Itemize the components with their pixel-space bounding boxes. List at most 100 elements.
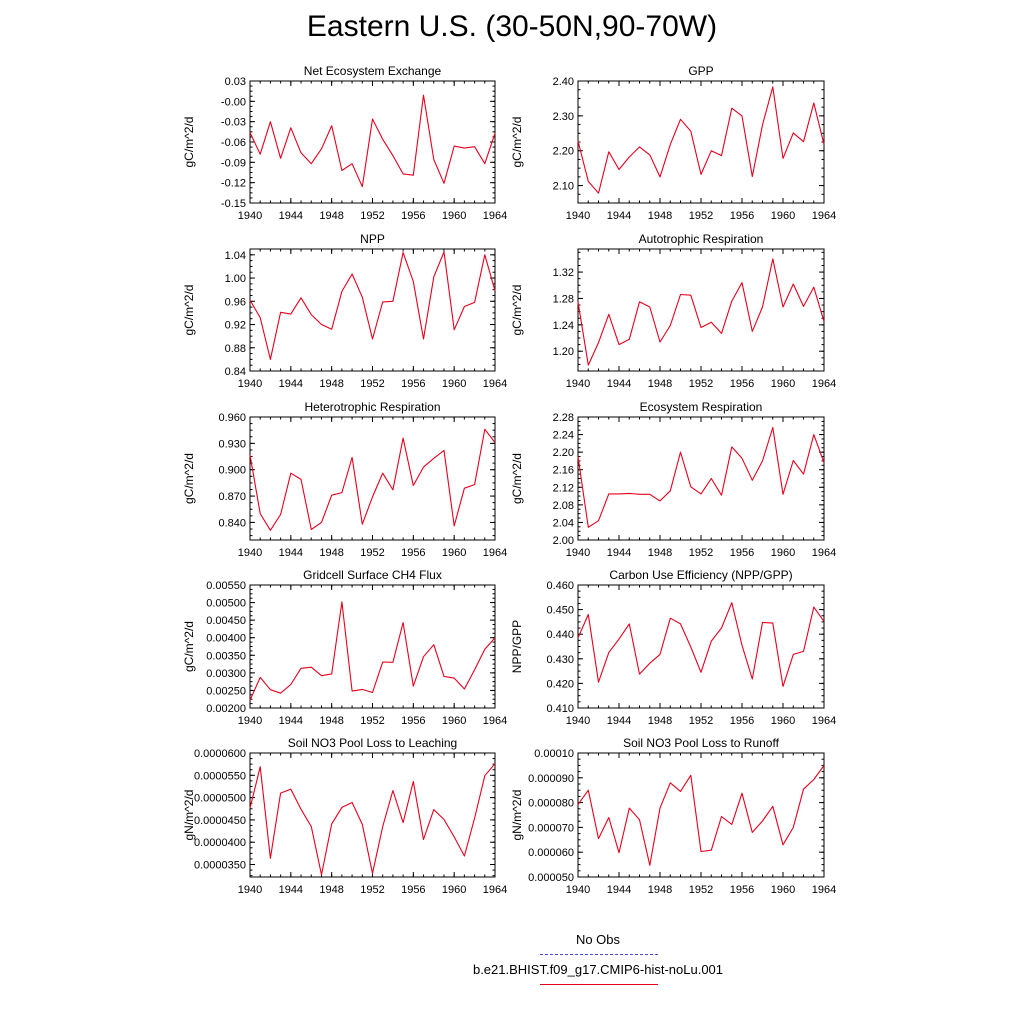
y-tick-label: 0.0000550: [194, 770, 246, 782]
x-tick-label: 1944: [607, 547, 631, 559]
x-tick-label: 1952: [360, 884, 384, 896]
y-tick-label: 0.0000500: [194, 793, 246, 805]
y-axis-label: NPP/GPP: [510, 620, 524, 673]
x-tick-label: 1944: [607, 715, 631, 727]
chart-title: Soil NO3 Pool Loss to Leaching: [288, 736, 457, 750]
y-tick-label: 0.000080: [528, 798, 574, 810]
y-tick-label: 1.32: [553, 267, 574, 279]
y-tick-label: 0.900: [218, 465, 246, 477]
x-tick-label: 1940: [566, 210, 590, 222]
x-tick-label: 1952: [689, 884, 713, 896]
y-tick-label: 0.0000450: [194, 815, 246, 827]
y-axis-label: gC/m^2/d: [182, 285, 196, 336]
chart-panel: Soil NO3 Pool Loss to Runoff 1940 1944 1948…: [510, 736, 836, 896]
x-tick-label: 1952: [689, 715, 713, 727]
y-tick-label: 0.0000600: [194, 748, 246, 760]
x-tick-label: 1960: [771, 547, 795, 559]
chart-panel: Autotrophic Respiration 1940 1944 1948 1952 1…: [510, 232, 836, 390]
plot-frame: [249, 416, 496, 541]
chart-panel: Ecosystem Respiration 1940 1944 1948 1952 195…: [510, 400, 836, 559]
series-line: [577, 258, 825, 366]
y-tick-label: -0.09: [221, 157, 246, 169]
series-line: [577, 86, 825, 194]
series-line: [249, 251, 496, 360]
y-tick-label: 0.88: [225, 343, 246, 355]
plot-frame: [577, 248, 825, 372]
plot-frame: [249, 752, 496, 878]
x-tick-label: 1964: [812, 378, 836, 390]
y-axis-label: gC/m^2/d: [182, 453, 196, 504]
x-tick-label: 1964: [483, 547, 507, 559]
x-tick-label: 1940: [566, 547, 590, 559]
legend-label-model: b.e21.BHIST.f09_g17.CMIP6-hist-noLu.001: [472, 962, 724, 977]
plot-frame: [249, 80, 496, 204]
chart-title: GPP: [688, 64, 713, 78]
y-tick-label: 2.12: [553, 482, 574, 494]
y-tick-label: 0.00200: [206, 703, 246, 715]
series-line: [249, 763, 496, 876]
x-tick-label: 1948: [319, 378, 343, 390]
x-tick-label: 1960: [771, 210, 795, 222]
x-tick-label: 1944: [279, 884, 303, 896]
x-tick-label: 1964: [483, 210, 507, 222]
x-tick-label: 1940: [238, 547, 262, 559]
y-axis-label: gC/m^2/d: [510, 117, 524, 168]
legend-line-obs: [540, 954, 658, 955]
series-line: [577, 602, 825, 687]
x-tick-label: 1948: [648, 210, 672, 222]
y-axis-label: gC/m^2/d: [182, 621, 196, 672]
x-tick-label: 1944: [279, 715, 303, 727]
y-tick-label: 0.000050: [528, 872, 574, 884]
series-line: [249, 601, 496, 701]
chart-panel: Net Ecosystem Exchange 1940 1944 1948 1952 19…: [182, 64, 507, 222]
series-line: [249, 428, 496, 531]
x-tick-label: 1956: [401, 715, 425, 727]
y-tick-label: 0.450: [546, 605, 574, 617]
y-tick-label: 0.960: [218, 412, 246, 424]
y-tick-label: 1.20: [553, 346, 574, 358]
y-tick-label: 0.00500: [206, 598, 246, 610]
y-axis-label: gN/m^2/d: [182, 790, 196, 841]
x-tick-label: 1964: [812, 210, 836, 222]
y-tick-label: 2.16: [553, 465, 574, 477]
y-tick-label: 2.00: [553, 535, 574, 547]
y-tick-label: -0.12: [221, 178, 246, 190]
y-tick-label: 0.00010: [534, 748, 574, 760]
x-tick-label: 1956: [730, 378, 754, 390]
x-tick-label: 1960: [442, 547, 466, 559]
y-tick-label: 0.00400: [206, 633, 246, 645]
x-tick-label: 1940: [238, 378, 262, 390]
chart-title: Heterotrophic Respiration: [304, 400, 440, 414]
x-tick-label: 1960: [442, 715, 466, 727]
x-tick-label: 1960: [442, 378, 466, 390]
y-tick-label: 1.24: [553, 320, 574, 332]
x-tick-label: 1948: [319, 210, 343, 222]
x-tick-label: 1944: [279, 210, 303, 222]
x-tick-label: 1948: [648, 378, 672, 390]
y-tick-label: 0.420: [546, 678, 574, 690]
x-tick-label: 1956: [401, 378, 425, 390]
x-tick-label: 1960: [771, 378, 795, 390]
x-tick-label: 1940: [238, 715, 262, 727]
chart-panel: Carbon Use Efficiency (NPP/GPP) 1940 1944 1…: [510, 568, 836, 727]
y-tick-label: 0.00550: [206, 580, 246, 592]
x-tick-label: 1960: [442, 884, 466, 896]
chart-title: Soil NO3 Pool Loss to Runoff: [623, 736, 780, 750]
y-tick-label: 0.870: [218, 491, 246, 503]
x-tick-label: 1964: [812, 884, 836, 896]
x-tick-label: 1940: [238, 210, 262, 222]
x-tick-label: 1948: [648, 547, 672, 559]
legend-label-obs: No Obs: [575, 932, 621, 947]
x-tick-label: 1964: [483, 715, 507, 727]
y-tick-label: -0.03: [221, 117, 246, 129]
y-tick-label: 2.30: [553, 111, 574, 123]
x-tick-label: 1940: [566, 715, 590, 727]
y-tick-label: 1.00: [225, 273, 246, 285]
chart-title: Gridcell Surface CH4 Flux: [303, 568, 442, 582]
x-tick-label: 1956: [401, 884, 425, 896]
x-tick-label: 1944: [279, 547, 303, 559]
y-tick-label: 0.00350: [206, 650, 246, 662]
chart-title: Ecosystem Respiration: [640, 400, 763, 414]
y-tick-label: 0.840: [218, 517, 246, 529]
